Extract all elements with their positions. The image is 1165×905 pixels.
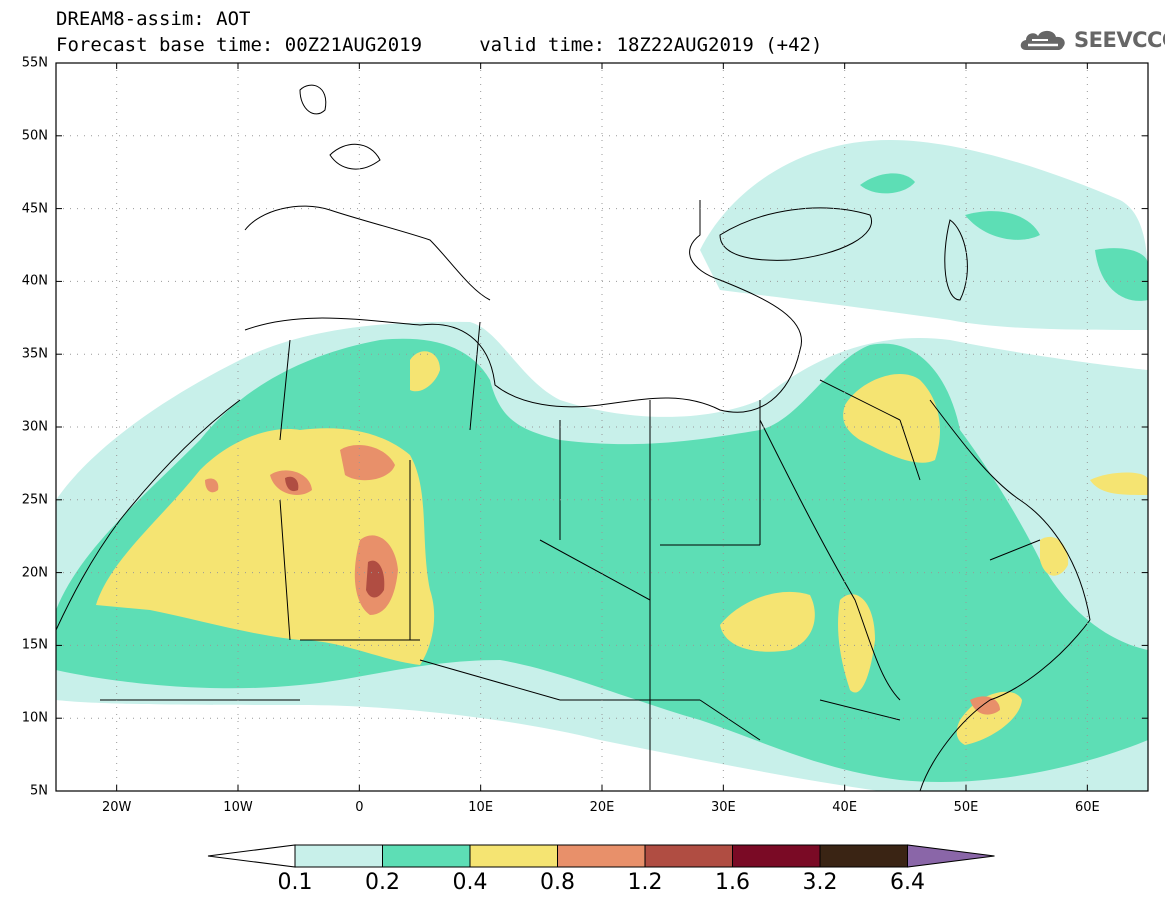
lon-label: 60E: [1074, 800, 1100, 815]
aot-contour-0.2: [860, 173, 915, 194]
lat-label: 30N: [21, 419, 48, 435]
colorbar-segment: [382, 844, 471, 868]
lon-label: 10E: [468, 800, 494, 815]
colorbar-label: 0.4: [452, 870, 488, 895]
colorbar-label: 6.4: [890, 870, 925, 895]
brand-name: SEEVCCC: [1074, 28, 1165, 52]
colorbar-segment: [469, 844, 558, 868]
coastlines-and-borders: [56, 84, 1091, 791]
lat-label: 20N: [21, 565, 48, 581]
aot-contour-1.2: [366, 560, 385, 598]
colorbar-under-arrow: [207, 844, 296, 868]
colorbar-segment: [557, 844, 646, 868]
colorbar-segment: [644, 844, 733, 868]
lon-label: 50E: [953, 800, 979, 815]
aot-contour-0.8: [205, 478, 219, 493]
lon-label: 10W: [223, 800, 253, 815]
brand-logo: SEEVCCC: [1018, 26, 1165, 56]
aot-contour-0.8: [340, 445, 395, 481]
colorbar: [207, 844, 995, 868]
aot-contour-0.2: [965, 211, 1040, 240]
cloud-logo-icon: [1020, 30, 1065, 50]
lat-label: 5N: [30, 783, 48, 799]
colorbar-segment: [732, 844, 821, 868]
lat-label: 40N: [21, 273, 48, 289]
lat-label: 50N: [21, 128, 48, 144]
lon-label: 40E: [832, 800, 858, 815]
colorbar-segment: [819, 844, 908, 868]
axis-ticks: [56, 62, 1148, 792]
colorbar-label: 3.2: [802, 870, 838, 895]
gridlines: [56, 63, 1148, 791]
aot-contour-0.4: [720, 591, 815, 652]
aot-contour-0.4: [1040, 536, 1069, 576]
lat-label: 35N: [21, 346, 48, 362]
lat-label: 45N: [21, 201, 48, 217]
lon-label: 0: [355, 800, 364, 815]
aot-contour-0.4: [96, 428, 435, 665]
lon-label: 20E: [589, 800, 615, 815]
colorbar-label: 1.6: [715, 870, 750, 895]
colorbar-label: 0.8: [540, 870, 575, 895]
colorbar-label: 0.2: [365, 870, 400, 895]
lat-label: 15N: [21, 637, 48, 653]
lon-label: 30E: [710, 800, 736, 815]
aot-contour-0.4: [838, 594, 875, 693]
colorbar-label: 1.2: [627, 870, 663, 895]
aot-contour-0.2: [1095, 248, 1148, 301]
lat-label: 55N: [21, 55, 48, 71]
lon-label: 20W: [101, 800, 132, 815]
map-title: DREAM8-assim: AOT: [56, 8, 251, 30]
lat-label: 10N: [21, 710, 48, 726]
aot-contour-0.4: [1090, 472, 1148, 495]
colorbar-label: 0.1: [277, 870, 313, 895]
aot-contour-0.4: [410, 351, 440, 392]
aot-contour-1.2: [285, 476, 299, 492]
aot-contour-0.4: [843, 374, 940, 463]
colorbar-segment: [294, 844, 383, 868]
aot-contour-0.4: [956, 691, 1022, 745]
forecast-time-line: Forecast base time: 00Z21AUG2019 valid t…: [56, 34, 823, 56]
colorbar-over-arrow: [907, 844, 995, 868]
lat-label: 25N: [21, 492, 48, 508]
aot-contour-0.1: [700, 140, 1148, 330]
